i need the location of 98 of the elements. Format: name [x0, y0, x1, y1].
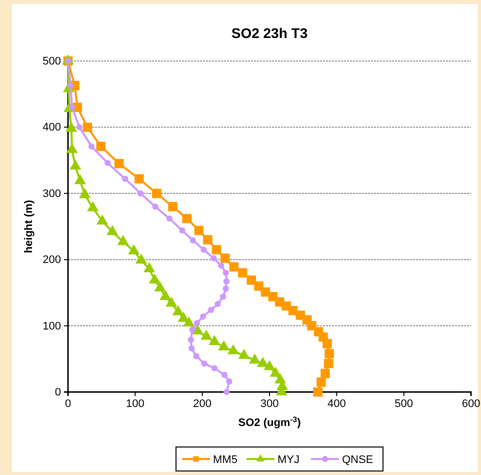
point — [223, 388, 230, 396]
point — [188, 336, 194, 343]
point — [208, 306, 214, 313]
point — [226, 378, 232, 384]
x-tick-label: 400 — [327, 398, 346, 410]
x-tick-label: 300 — [260, 398, 279, 410]
point — [320, 368, 330, 378]
y-tick-label: 500 — [42, 56, 61, 68]
point — [137, 190, 144, 196]
point — [229, 262, 239, 272]
point — [192, 324, 204, 334]
point — [220, 294, 226, 300]
point — [134, 174, 144, 184]
point — [122, 176, 128, 182]
x-tick-label: 200 — [193, 398, 212, 410]
point — [201, 360, 208, 367]
point — [313, 387, 322, 397]
chart-title: SO2 23h T3 — [231, 25, 308, 41]
point — [254, 281, 264, 291]
point — [208, 335, 220, 346]
point — [218, 262, 224, 269]
y-tick-label: 0 — [54, 386, 61, 399]
point — [128, 244, 140, 254]
x-tick-label: 0 — [64, 398, 72, 410]
point — [148, 273, 160, 284]
point — [172, 305, 184, 316]
legend-label: QNSE — [342, 454, 374, 466]
point — [246, 275, 256, 285]
point — [152, 188, 162, 198]
point — [87, 201, 99, 212]
point — [179, 227, 186, 234]
point — [264, 360, 276, 370]
y-tick-label: 300 — [42, 188, 61, 200]
point — [114, 158, 124, 168]
point — [223, 278, 230, 285]
x-tick-label: 500 — [394, 398, 414, 410]
point — [88, 143, 95, 150]
point — [96, 214, 108, 225]
point — [200, 330, 212, 340]
point — [117, 235, 129, 246]
point — [324, 348, 334, 358]
point — [168, 202, 178, 212]
point — [212, 245, 222, 254]
point — [324, 358, 334, 368]
y-axis-title: height (m) — [23, 200, 35, 254]
point — [106, 225, 118, 236]
point — [307, 321, 316, 330]
y-tick-label: 400 — [42, 122, 61, 134]
point — [189, 326, 196, 333]
point — [166, 215, 173, 222]
point — [238, 348, 250, 359]
point — [194, 320, 200, 326]
point — [218, 340, 230, 350]
point — [214, 300, 221, 308]
point — [66, 143, 78, 154]
point — [188, 345, 195, 352]
point — [200, 313, 206, 320]
x-tick-label: 100 — [126, 398, 144, 410]
point — [222, 286, 229, 292]
point — [166, 296, 178, 307]
point — [238, 268, 248, 278]
point — [76, 124, 83, 130]
point — [193, 353, 200, 360]
point — [152, 204, 158, 210]
point — [316, 377, 326, 387]
point — [143, 262, 156, 272]
point — [183, 316, 195, 326]
legend-label: MM5 — [213, 454, 238, 466]
point — [256, 356, 269, 367]
point — [248, 354, 261, 364]
point — [220, 254, 230, 263]
point — [104, 160, 111, 166]
point — [221, 372, 228, 378]
point — [190, 237, 196, 244]
point — [160, 290, 172, 300]
point — [270, 366, 282, 377]
point — [227, 344, 240, 354]
x-axis-title: SO2 (ugm$^{-3}$) — [238, 414, 302, 429]
point — [154, 281, 166, 292]
point — [79, 188, 91, 198]
point — [135, 254, 147, 264]
x-tick-label: 600 — [462, 398, 480, 410]
point — [211, 365, 218, 372]
y-tick-label: 100 — [42, 320, 61, 332]
point — [66, 122, 78, 132]
point — [74, 174, 86, 184]
point — [182, 214, 192, 224]
legend-label: MYJ — [278, 454, 300, 466]
point — [222, 270, 229, 276]
point — [96, 142, 106, 152]
point — [194, 226, 204, 236]
y-tick-label: 200 — [42, 254, 61, 266]
point — [322, 339, 332, 348]
point — [203, 235, 212, 244]
point — [70, 160, 82, 170]
point — [210, 255, 217, 262]
point — [200, 246, 207, 253]
point — [82, 122, 92, 132]
